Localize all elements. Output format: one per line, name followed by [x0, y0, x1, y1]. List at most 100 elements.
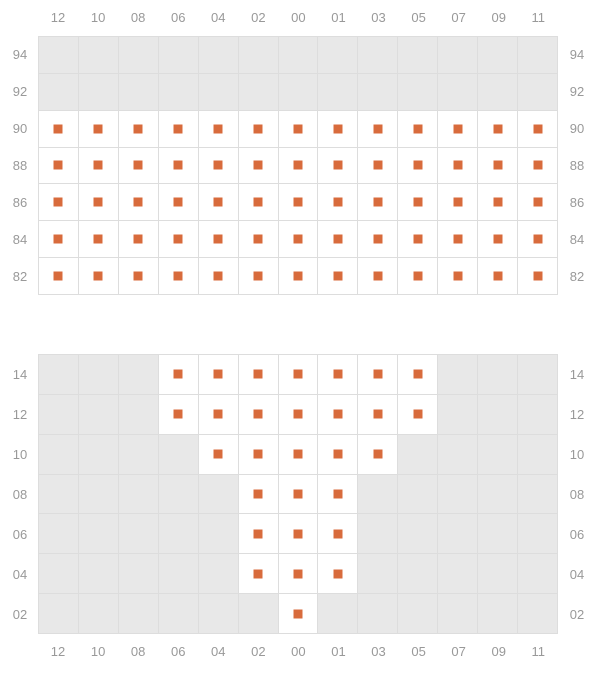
bottom-cell — [279, 435, 319, 475]
marker-icon — [373, 161, 382, 170]
top-cell — [478, 184, 518, 221]
bottom-cell — [279, 395, 319, 435]
bottom-cell — [39, 355, 79, 395]
top-cell — [358, 148, 398, 185]
bottom-cell — [159, 514, 199, 554]
bottom-cell — [358, 355, 398, 395]
marker-icon — [254, 198, 263, 207]
top-cell — [159, 74, 199, 111]
top-cell — [199, 74, 239, 111]
bottom-row-labels-right-item: 14 — [562, 367, 592, 382]
top-cell — [478, 37, 518, 74]
top-cell — [478, 221, 518, 258]
top-cell — [518, 184, 558, 221]
marker-icon — [333, 450, 342, 459]
marker-icon — [174, 410, 183, 419]
bottom-cell — [119, 554, 159, 594]
marker-icon — [214, 370, 223, 379]
top-cell — [119, 148, 159, 185]
bottom-cell — [199, 355, 239, 395]
marker-icon — [174, 235, 183, 244]
top-cell — [119, 74, 159, 111]
marker-icon — [174, 272, 183, 281]
marker-icon — [174, 370, 183, 379]
top-cell — [279, 111, 319, 148]
top-row-labels-left-item: 84 — [5, 232, 35, 247]
bottom-cell — [79, 475, 119, 515]
bottom-cell — [39, 514, 79, 554]
top-row-labels-right-item: 90 — [562, 121, 592, 136]
bottom-cell — [239, 475, 279, 515]
marker-icon — [214, 124, 223, 133]
top-cell — [518, 221, 558, 258]
top-cell — [199, 258, 239, 295]
bottom-cell — [318, 514, 358, 554]
bottom-cell — [398, 554, 438, 594]
marker-icon — [453, 235, 462, 244]
bottom-row-labels-right: 14121008060402 — [562, 354, 592, 634]
bottom-cell — [119, 435, 159, 475]
bottom-cell — [358, 435, 398, 475]
bottom-cell — [518, 554, 558, 594]
bottom-cell — [39, 594, 79, 634]
bottom-cell — [518, 475, 558, 515]
marker-icon — [94, 198, 103, 207]
top-col-labels-top-item: 05 — [411, 10, 425, 25]
marker-icon — [254, 235, 263, 244]
bottom-cell — [39, 475, 79, 515]
marker-icon — [373, 450, 382, 459]
bottom-cell — [159, 475, 199, 515]
marker-icon — [214, 272, 223, 281]
bottom-cell — [518, 514, 558, 554]
top-cell — [79, 111, 119, 148]
bottom-cell — [478, 475, 518, 515]
top-cell — [79, 221, 119, 258]
top-row-labels-right-item: 82 — [562, 269, 592, 284]
top-cell — [438, 111, 478, 148]
bottom-cell — [39, 395, 79, 435]
marker-icon — [94, 235, 103, 244]
bottom-cell — [279, 355, 319, 395]
marker-icon — [54, 272, 63, 281]
bottom-cell — [358, 594, 398, 634]
top-cell — [318, 258, 358, 295]
top-cell — [478, 258, 518, 295]
marker-icon — [214, 235, 223, 244]
top-cell — [318, 221, 358, 258]
marker-icon — [293, 609, 302, 618]
marker-icon — [254, 529, 263, 538]
top-cell — [159, 37, 199, 74]
bottom-cell — [318, 355, 358, 395]
marker-icon — [533, 161, 542, 170]
bottom-cell — [438, 514, 478, 554]
bottom-row-labels-right-item: 04 — [562, 567, 592, 582]
bottom-row-labels-left-item: 02 — [5, 607, 35, 622]
marker-icon — [214, 410, 223, 419]
bottom-cell — [398, 475, 438, 515]
top-cell — [119, 111, 159, 148]
bottom-row-labels-left-item: 06 — [5, 527, 35, 542]
top-cell — [438, 258, 478, 295]
top-cell — [478, 111, 518, 148]
marker-icon — [373, 370, 382, 379]
marker-icon — [254, 450, 263, 459]
marker-icon — [214, 161, 223, 170]
bottom-cell — [518, 594, 558, 634]
bottom-cell — [438, 435, 478, 475]
top-col-labels-top-item: 06 — [171, 10, 185, 25]
bottom-row-labels-right-item: 12 — [562, 407, 592, 422]
marker-icon — [54, 235, 63, 244]
top-row-labels-right-item: 86 — [562, 195, 592, 210]
marker-icon — [134, 198, 143, 207]
bottom-cell — [159, 355, 199, 395]
top-cell — [398, 111, 438, 148]
bottom-col-labels-bottom-item: 00 — [291, 644, 305, 659]
marker-icon — [174, 198, 183, 207]
bottom-row-labels-left-item: 08 — [5, 487, 35, 502]
top-cell — [39, 111, 79, 148]
bottom-col-labels-bottom-item: 02 — [251, 644, 265, 659]
top-grid — [38, 36, 558, 295]
bottom-cell — [199, 594, 239, 634]
marker-icon — [254, 410, 263, 419]
top-cell — [79, 184, 119, 221]
